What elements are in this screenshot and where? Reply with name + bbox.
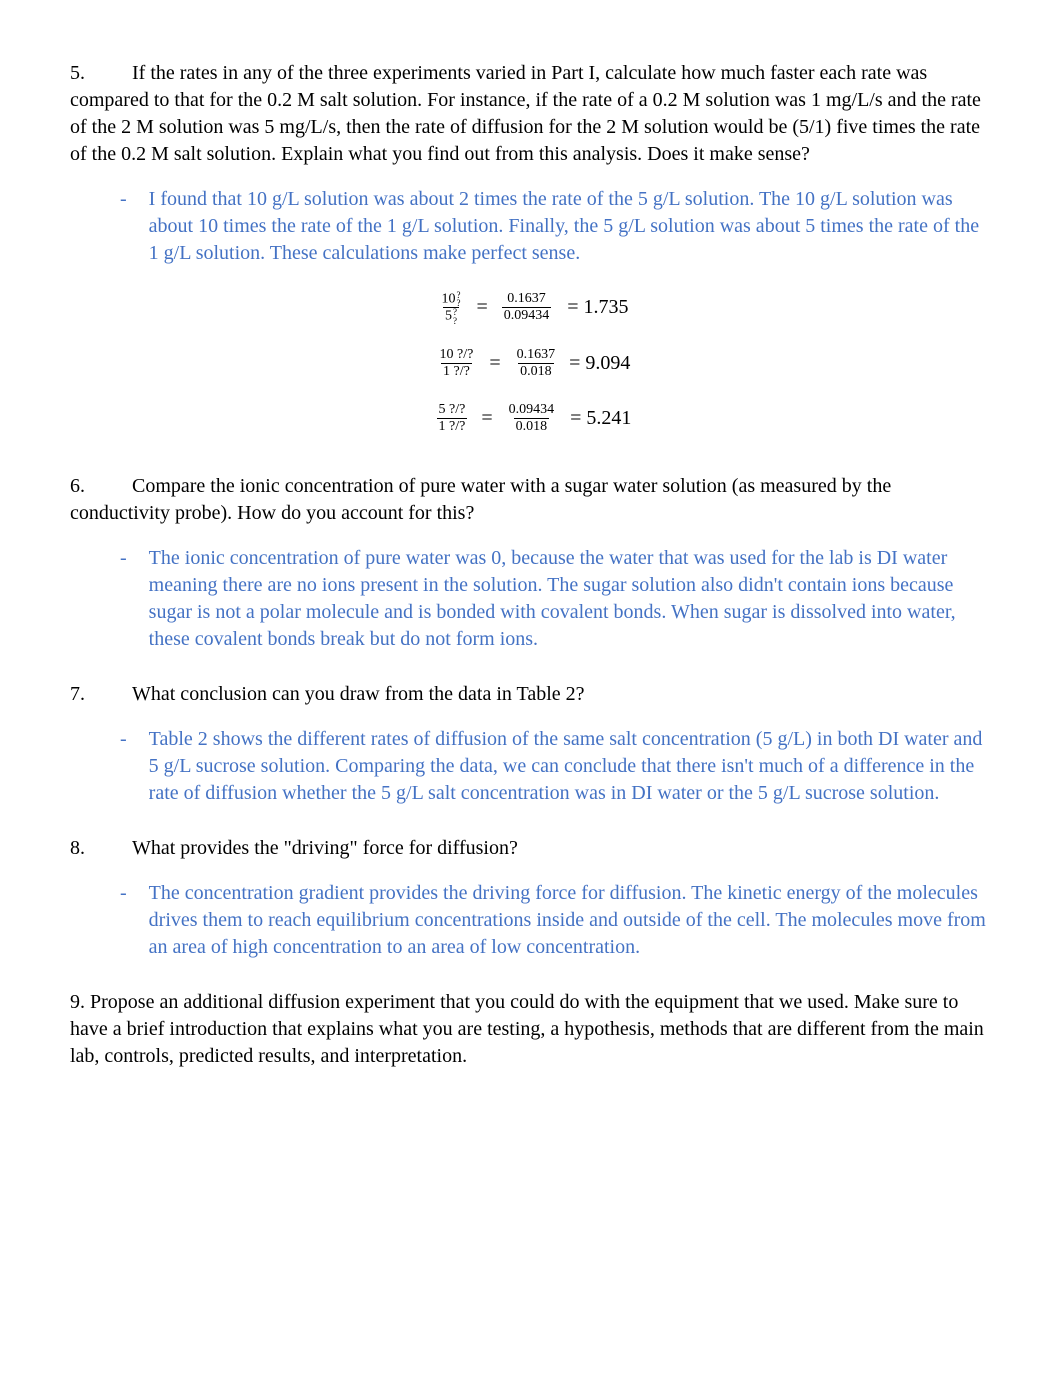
bullet-dash: - [120,880,127,907]
equation-2: 10 ?/? 1 ?/? = 0.1637 0.018 = 9.094 [432,347,631,380]
question-9: 9. Propose an additional diffusion exper… [70,989,992,1070]
eq1-left-fraction: 10?? 5?? [439,291,462,325]
question-6-text: 6.Compare the ionic concentration of pur… [70,473,992,527]
answer-7: - Table 2 shows the different rates of d… [120,726,992,807]
eq1-left-den: 5?? [443,307,459,324]
equals-sign: = [476,294,487,321]
equation-3: 5 ?/? 1 ?/? = 0.09434 0.018 = 5.241 [431,402,632,435]
eq1-den-supsub: ?? [453,308,457,324]
eq3-result: = 5.241 [570,405,631,432]
equations: 10?? 5?? = 0.1637 0.09434 = 1.735 10 ?/?… [70,291,992,435]
question-body: What conclusion can you draw from the da… [132,681,992,708]
eq3-right-den: 0.018 [514,418,550,435]
eq3-left-fraction: 5 ?/? 1 ?/? [437,402,468,435]
eq1-result: = 1.735 [567,294,628,321]
bullet-dash: - [120,726,127,753]
answer-7-text: Table 2 shows the different rates of dif… [149,726,992,807]
eq1-right-den: 0.09434 [502,307,552,324]
equation-1: 10?? 5?? = 0.1637 0.09434 = 1.735 [433,291,628,325]
eq1-right-num: 0.1637 [505,291,548,307]
bullet-dash: - [120,545,127,572]
question-number: 8. [70,835,132,862]
eq2-right-fraction: 0.1637 0.018 [515,347,558,380]
eq2-left-fraction: 10 ?/? 1 ?/? [438,347,476,380]
question-9-text: 9. Propose an additional diffusion exper… [70,991,984,1067]
question-8: 8. What provides the "driving" force for… [70,835,992,961]
answer-8: - The concentration gradient provides th… [120,880,992,961]
eq1-left-num: 10?? [439,291,462,307]
question-8-text: 8. What provides the "driving" force for… [70,835,992,862]
question-number: 6. [70,473,132,500]
question-5-text: 5.If the rates in any of the three exper… [70,60,992,168]
question-body: What provides the "driving" force for di… [132,835,992,862]
eq2-right-den: 0.018 [518,363,554,380]
question-number: 5. [70,60,132,87]
answer-5-text: I found that 10 g/L solution was about 2… [149,186,992,267]
eq3-left-num: 5 ?/? [437,402,468,418]
answer-6-text: The ionic concentration of pure water wa… [149,545,992,653]
bullet-dash: - [120,186,127,213]
answer-6: - The ionic concentration of pure water … [120,545,992,653]
question-5: 5.If the rates in any of the three exper… [70,60,992,435]
answer-5: - I found that 10 g/L solution was about… [120,186,992,267]
eq2-left-num: 10 ?/? [438,347,476,363]
eq1-right-fraction: 0.1637 0.09434 [502,291,552,324]
eq2-left-den: 1 ?/? [441,363,472,380]
eq3-right-fraction: 0.09434 0.018 [507,402,557,435]
eq3-right-num: 0.09434 [507,402,557,418]
question-6: 6.Compare the ionic concentration of pur… [70,473,992,653]
equals-sign: = [481,405,492,432]
equals-sign: = [489,350,500,377]
eq3-left-den: 1 ?/? [437,418,468,435]
question-body: Compare the ionic concentration of pure … [70,475,891,524]
question-7: 7. What conclusion can you draw from the… [70,681,992,807]
question-7-text: 7. What conclusion can you draw from the… [70,681,992,708]
eq1-num-supsub: ?? [456,291,460,307]
question-body: If the rates in any of the three experim… [70,62,981,165]
eq2-result: = 9.094 [569,350,630,377]
eq2-right-num: 0.1637 [515,347,558,363]
question-number: 7. [70,681,132,708]
answer-8-text: The concentration gradient provides the … [149,880,992,961]
